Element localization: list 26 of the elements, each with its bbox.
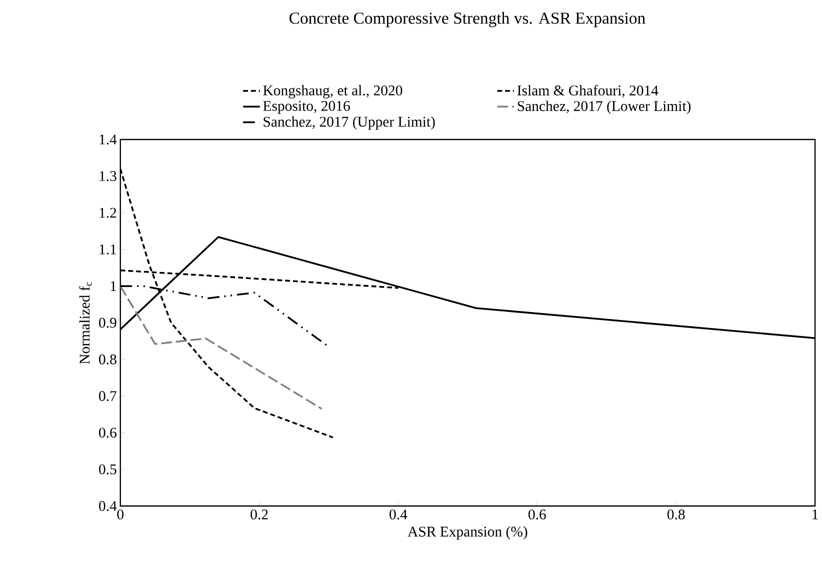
legend-label: Sanchez, 2017 (Lower Limit) bbox=[518, 100, 691, 114]
chart-title: Concrete Comporessive Strength vs. ASR Expansion bbox=[290, 12, 646, 28]
y-tick-label: 1.2 bbox=[100, 208, 116, 218]
y-tick-label: 1 bbox=[110, 281, 116, 292]
line-series bbox=[120, 285, 323, 410]
y-tick-label: 0.6 bbox=[99, 428, 116, 438]
x-axis-title: ASR Expansion (%) bbox=[408, 526, 528, 540]
x-tick-label: 0.8 bbox=[667, 510, 685, 520]
legend-label: Kongshaug, et al., 2020 bbox=[263, 85, 402, 99]
y-tick-label: 0.9 bbox=[99, 318, 116, 328]
y-tick-label: 1.3 bbox=[100, 171, 116, 182]
y-tick-label: 1.1 bbox=[100, 244, 116, 255]
y-tick-label: 1.4 bbox=[100, 134, 117, 145]
y-tick-label: 0.7 bbox=[99, 391, 116, 402]
x-tick-label: 0.4 bbox=[390, 510, 408, 520]
x-tick-label: 1 bbox=[812, 510, 818, 520]
y-axis-title: Normalized f$_{c}$ bbox=[79, 282, 92, 364]
x-tick-label: 0.2 bbox=[250, 510, 268, 520]
x-tick-label: 0 bbox=[117, 510, 124, 520]
legend-label: Esposito, 2016 bbox=[263, 101, 350, 114]
legend-label: Sanchez, 2017 (Upper Limit) bbox=[264, 116, 435, 130]
x-tick-label: 0.6 bbox=[528, 510, 546, 520]
y-tick-label: 0.8 bbox=[99, 354, 116, 365]
y-tick-label: 0.5 bbox=[99, 464, 116, 474]
y-tick-label: 0.4 bbox=[99, 501, 117, 512]
legend-label: Islam & Ghafouri, 2014 bbox=[517, 85, 658, 98]
